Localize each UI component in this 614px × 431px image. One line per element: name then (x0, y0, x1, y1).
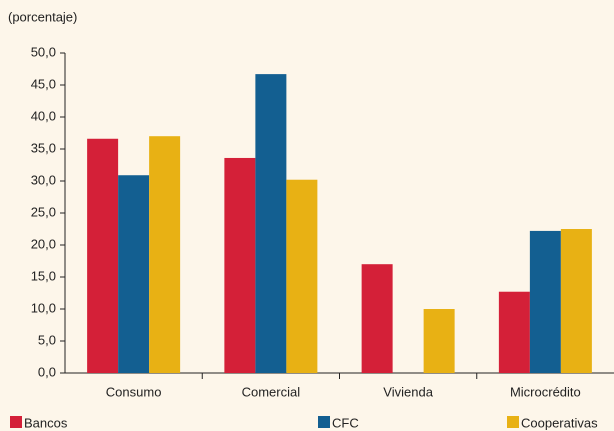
y-tick-label: 0,0 (38, 364, 56, 379)
bar (498, 291, 530, 373)
bar (560, 229, 592, 373)
x-tick-label: Vivienda (383, 384, 433, 399)
y-tick-label: 20,0 (31, 236, 56, 251)
bar (118, 175, 150, 373)
x-tick-label: Microcrédito (510, 384, 581, 399)
legend-swatch (507, 416, 519, 428)
y-tick-label: 5,0 (38, 332, 56, 347)
bar (255, 74, 287, 374)
bar (361, 264, 393, 373)
bar (224, 157, 256, 373)
y-tick-label: 40,0 (31, 108, 56, 123)
y-tick-label: 35,0 (31, 140, 56, 155)
x-tick-label: Comercial (242, 384, 301, 399)
bar (286, 179, 318, 373)
y-tick-label: 10,0 (31, 300, 56, 315)
chart-subtitle: (porcentaje) (8, 9, 77, 24)
legend-swatch (318, 416, 330, 428)
legend-label: Cooperativas (521, 415, 598, 430)
y-tick-label: 15,0 (31, 268, 56, 283)
legend-label: CFC (332, 415, 359, 430)
bar (423, 309, 455, 373)
bar (529, 230, 561, 373)
y-tick-label: 30,0 (31, 172, 56, 187)
y-tick-label: 45,0 (31, 76, 56, 91)
legend-swatch (10, 416, 22, 428)
bar (87, 138, 119, 373)
y-tick-label: 50,0 (31, 44, 56, 59)
bar (149, 136, 181, 373)
legend-label: Bancos (24, 415, 68, 430)
y-tick-label: 25,0 (31, 204, 56, 219)
x-tick-label: Consumo (106, 384, 162, 399)
